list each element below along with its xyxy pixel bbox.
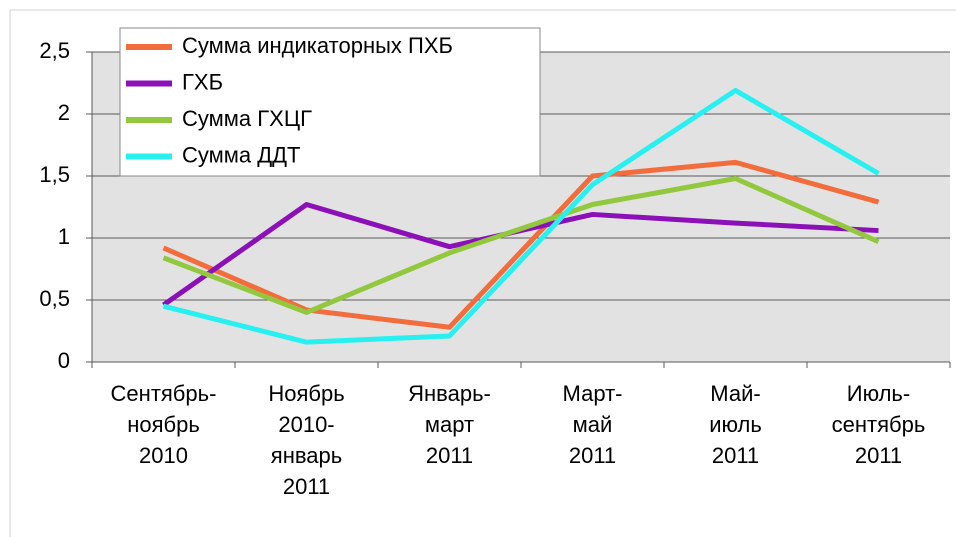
y-tick-label: 2 — [58, 100, 70, 125]
legend-label: Сумма индикаторных ПХБ — [182, 33, 453, 58]
series-line — [162, 175, 880, 315]
y-tick-label: 2,5 — [39, 38, 70, 63]
series-line — [162, 87, 880, 345]
x-tick-label: Июль- сентябрь 2011 — [831, 381, 926, 468]
x-tick-label: Ноябрь 2010- январь 2011 — [268, 381, 345, 499]
x-tick-label: Май- июль 2011 — [709, 381, 762, 468]
series-line — [162, 159, 880, 330]
legend-label: Сумма ДДТ — [182, 142, 300, 167]
x-tick-label: Январь- март 2011 — [408, 381, 491, 468]
y-tick-label: 1,5 — [39, 162, 70, 187]
y-tick-label: 0,5 — [39, 286, 70, 311]
legend-label: Сумма ГХЦГ — [182, 106, 312, 131]
y-tick-label: 1 — [58, 224, 70, 249]
legend-label: ГХБ — [182, 69, 223, 94]
x-tick-label: Сентябрь- ноябрь 2010 — [110, 381, 217, 468]
legend-box — [119, 27, 541, 177]
legend: Сумма индикаторных ПХБ ГХБ Сумма ГХЦГ Сумма… — [119, 27, 541, 177]
x-tick-label: Март- май 2011 — [562, 381, 623, 468]
y-tick-label: 0 — [58, 348, 70, 373]
